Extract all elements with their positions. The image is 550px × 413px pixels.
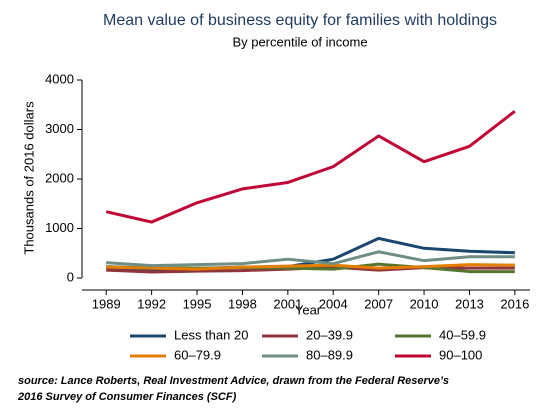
y-axis-label: Thousands of 2016 dollars (21, 101, 36, 255)
chart-subtitle: By percentile of income (232, 34, 367, 49)
x-tick-label: 2007 (364, 296, 393, 311)
legend-label: Less than 20 (174, 327, 248, 342)
y-tick-label: 2000 (45, 170, 74, 185)
legend-label: 60–79.9 (174, 347, 221, 362)
legend-label: 20–39.9 (306, 327, 353, 342)
y-tick-label: 0 (67, 269, 74, 284)
source-note: 2016 Survey of Consumer Finances (SCF) (17, 391, 237, 403)
x-tick-label: 1989 (92, 296, 121, 311)
x-tick-label: 2016 (500, 296, 529, 311)
x-tick-label: 1992 (137, 296, 166, 311)
legend-label: 40–59.9 (439, 327, 486, 342)
x-tick-label: 2013 (455, 296, 484, 311)
chart-title: Mean value of business equity for famili… (103, 12, 497, 29)
x-axis-label: Year (295, 302, 322, 317)
x-tick-label: 2001 (273, 296, 302, 311)
source-note: source: Lance Roberts, Real Investment A… (18, 375, 449, 387)
series-line (106, 250, 515, 268)
y-tick-label: 1000 (45, 220, 74, 235)
series-line (105, 109, 516, 224)
y-tick-label: 3000 (45, 121, 74, 136)
x-tick-label: 2010 (410, 296, 439, 311)
series-line (106, 263, 515, 271)
legend-label: 80–89.9 (306, 347, 353, 362)
y-tick-label: 4000 (45, 71, 74, 86)
x-tick-label: 1995 (183, 296, 212, 311)
x-tick-label: 1998 (228, 296, 257, 311)
legend-label: 90–100 (439, 347, 482, 362)
x-tick-label: 2004 (319, 296, 348, 311)
